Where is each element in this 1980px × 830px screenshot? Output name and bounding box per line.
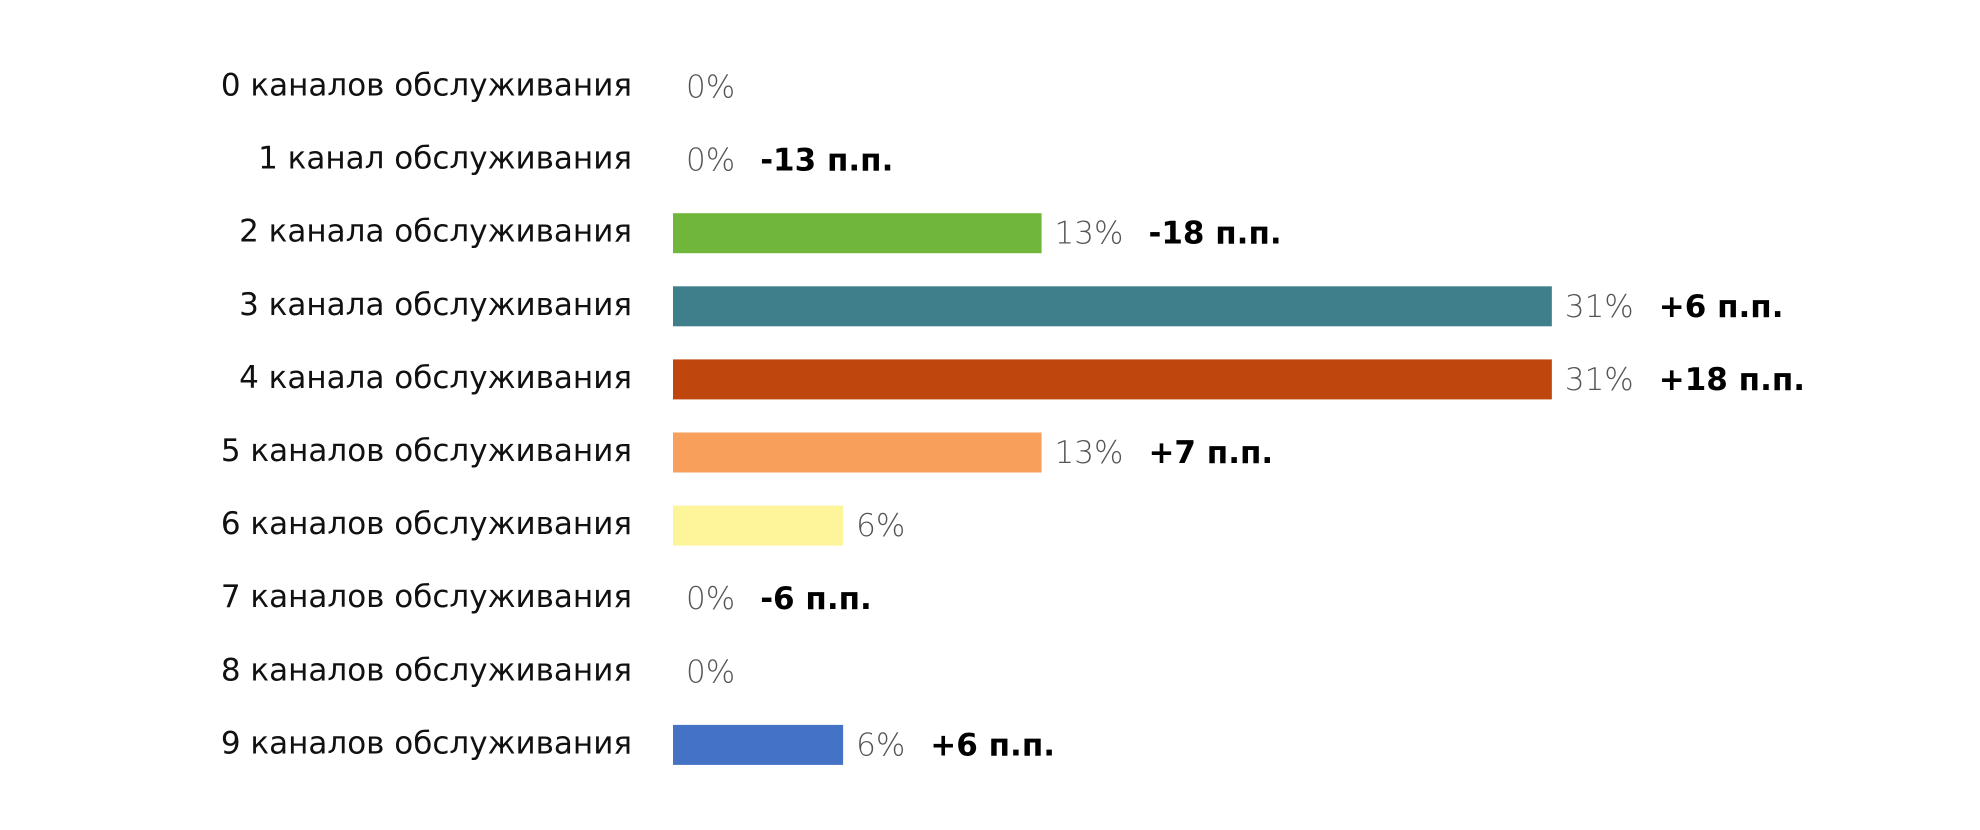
change-annotation: +6 п.п. bbox=[930, 727, 1055, 763]
value-label: 0% bbox=[686, 143, 735, 179]
value-label: 6% bbox=[856, 508, 905, 544]
category-label: 5 каналов обслуживания bbox=[221, 433, 632, 469]
category-label: 6 каналов обслуживания bbox=[221, 506, 632, 542]
bar bbox=[673, 724, 844, 765]
change-annotation: +6 п.п. bbox=[1659, 289, 1784, 325]
category-label: 4 канала обслуживания bbox=[239, 360, 632, 396]
bar bbox=[673, 359, 1552, 400]
change-annotation: +7 п.п. bbox=[1148, 435, 1273, 471]
value-label: 13% bbox=[1055, 435, 1124, 471]
change-annotation: -13 п.п. bbox=[760, 143, 893, 179]
bar bbox=[673, 432, 1042, 473]
category-label: 2 канала обслуживания bbox=[239, 214, 632, 250]
change-annotation: -18 п.п. bbox=[1148, 216, 1281, 252]
category-label: 9 каналов обслуживания bbox=[221, 725, 632, 761]
value-label: 31% bbox=[1565, 362, 1634, 398]
value-label: 31% bbox=[1565, 289, 1634, 325]
change-annotation: -6 п.п. bbox=[760, 581, 872, 617]
category-label: 7 каналов обслуживания bbox=[221, 579, 632, 615]
bar bbox=[673, 213, 1042, 254]
value-label: 0% bbox=[686, 581, 735, 617]
value-label: 13% bbox=[1055, 216, 1124, 252]
category-label: 8 каналов обслуживания bbox=[221, 652, 632, 688]
category-label: 1 канал обслуживания bbox=[258, 141, 632, 177]
value-label: 6% bbox=[856, 727, 905, 763]
change-annotation: +18 п.п. bbox=[1659, 362, 1805, 398]
value-label: 0% bbox=[686, 70, 735, 106]
category-label: 0 каналов обслуживания bbox=[221, 68, 632, 104]
category-label: 3 канала обслуживания bbox=[239, 287, 632, 323]
bar bbox=[673, 286, 1552, 327]
bar bbox=[673, 505, 844, 546]
value-label: 0% bbox=[686, 654, 735, 690]
